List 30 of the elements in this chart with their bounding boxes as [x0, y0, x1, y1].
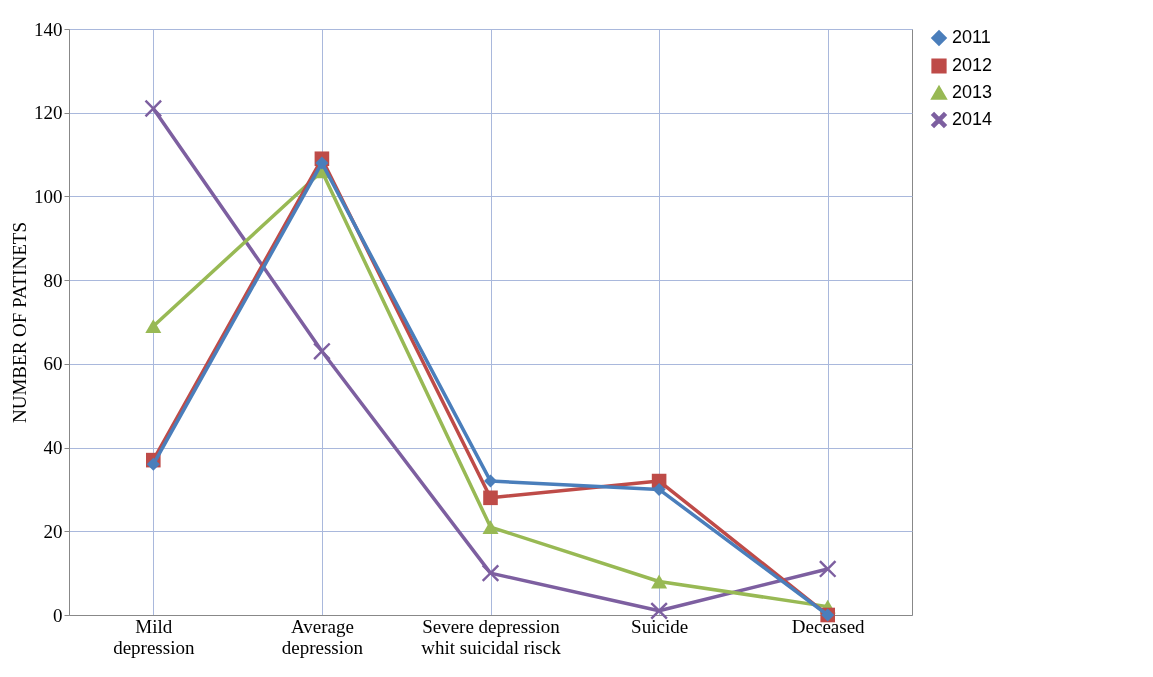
point — [145, 319, 162, 334]
point — [482, 520, 499, 535]
x-tick-label: Suicide — [631, 615, 689, 637]
y-tick-label: 140 — [34, 18, 63, 40]
y-tick-label: 40 — [43, 437, 63, 459]
x-tick-label: Deceased — [791, 615, 866, 637]
y-tick-label: 20 — [43, 520, 63, 542]
y-tick-label: 0 — [53, 604, 63, 626]
legend-label: 2012 — [952, 55, 993, 75]
legend-label: 2014 — [952, 109, 993, 129]
x-tick-label: Average depression — [281, 615, 364, 658]
y-tick-label: 80 — [43, 269, 63, 291]
y-tick-label: 60 — [43, 353, 63, 375]
point — [652, 482, 666, 496]
y-tick-label: 120 — [34, 102, 63, 124]
point — [819, 560, 837, 578]
x-tick-label: Mild depression — [113, 615, 195, 658]
x-tick-label: Severe depression whit suicidal risck — [421, 615, 562, 658]
point — [483, 474, 498, 488]
y-axis-title: NUMBER OF PATINETS — [9, 222, 30, 423]
legend-label: 2013 — [952, 82, 993, 102]
point — [651, 574, 668, 589]
point — [483, 490, 498, 506]
point — [315, 156, 329, 170]
point — [650, 602, 668, 620]
point — [313, 342, 331, 360]
legend-label: 2011 — [952, 27, 991, 47]
y-tick-label: 100 — [34, 185, 63, 207]
point — [146, 457, 160, 471]
point — [481, 564, 500, 582]
